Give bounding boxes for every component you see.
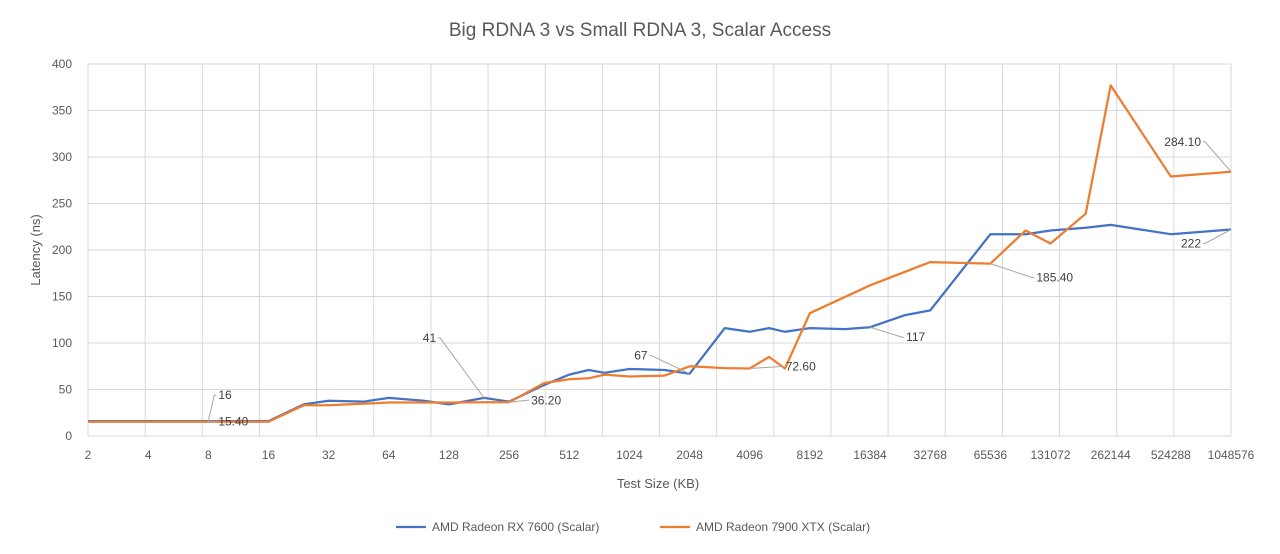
data-label-leader [1203, 229, 1232, 244]
x-tick-label: 4096 [736, 448, 763, 462]
x-tick-label: 65536 [974, 448, 1008, 462]
data-label-leader [749, 366, 784, 369]
data-label: 16 [218, 388, 232, 402]
x-tick-label: 4 [145, 448, 152, 462]
data-label: 41 [423, 331, 437, 345]
x-tick-label: 256 [499, 448, 519, 462]
x-tick-label: 8 [205, 448, 212, 462]
y-tick-label: 0 [65, 429, 72, 443]
x-tick-labels: 2 4 8 16 32 64 128 256 512 1024 2048 4096 8192 16384 3… [85, 448, 1255, 462]
x-tick-label: 64 [382, 448, 396, 462]
y-axis-title: Latency (ns) [28, 214, 43, 286]
data-label: 36.20 [531, 393, 561, 407]
x-tick-label: 128 [439, 448, 459, 462]
data-label: 185.40 [1036, 271, 1073, 285]
data-label: 222 [1181, 237, 1201, 251]
data-label: 284.10 [1164, 135, 1201, 149]
series-line-1 [88, 84, 1232, 423]
data-label-leader [649, 355, 690, 375]
chart-title: Big RDNA 3 vs Small RDNA 3, Scalar Acces… [449, 20, 831, 41]
legend: AMD Radeon RX 7600 (Scalar) AMD Radeon 79… [396, 520, 870, 534]
y-tick-label: 400 [52, 57, 72, 71]
x-tick-label: 262144 [1091, 448, 1131, 462]
legend-item-label: AMD Radeon 7900 XTX (Scalar) [696, 520, 870, 534]
data-label-leader [438, 337, 485, 399]
x-tick-label: 1024 [616, 448, 643, 462]
data-label: 72.60 [786, 359, 816, 373]
x-tick-label: 524288 [1151, 448, 1191, 462]
data-label-leader [509, 399, 530, 403]
grid [87, 63, 1232, 437]
y-tick-label: 200 [52, 243, 72, 257]
series-lines [88, 84, 1232, 423]
data-label-leader [869, 326, 905, 338]
y-tick-label: 350 [52, 104, 72, 118]
y-tick-label: 250 [52, 197, 72, 211]
x-tick-label: 16 [262, 448, 276, 462]
series-line-0 [88, 223, 1232, 423]
x-tick-label: 2048 [676, 448, 703, 462]
data-label-leader [207, 394, 217, 422]
y-tick-label: 300 [52, 150, 72, 164]
y-tick-label: 100 [52, 336, 72, 350]
data-label-leader [1203, 141, 1232, 173]
x-tick-label: 2 [85, 448, 92, 462]
x-tick-label: 16384 [853, 448, 887, 462]
data-label: 117 [906, 330, 925, 344]
data-labels: 16 15.40 41 36.20 67 72.60 117 185.40 284.10 222 [207, 135, 1232, 429]
x-axis-title: Test Size (KB) [617, 476, 699, 491]
x-tick-label: 131072 [1031, 448, 1071, 462]
y-tick-label: 50 [59, 383, 73, 397]
x-tick-label: 8192 [797, 448, 824, 462]
y-tick-labels: 0 50 100 150 200 250 300 350 400 [52, 57, 72, 443]
x-tick-label: 32768 [914, 448, 948, 462]
legend-item-label: AMD Radeon RX 7600 (Scalar) [432, 520, 599, 534]
x-tick-label: 32 [322, 448, 336, 462]
data-label: 15.40 [218, 415, 248, 429]
x-tick-label: 1048576 [1208, 448, 1255, 462]
data-label: 67 [634, 349, 648, 363]
data-label-leader [990, 263, 1035, 279]
y-tick-label: 150 [52, 290, 72, 304]
x-tick-label: 512 [559, 448, 579, 462]
